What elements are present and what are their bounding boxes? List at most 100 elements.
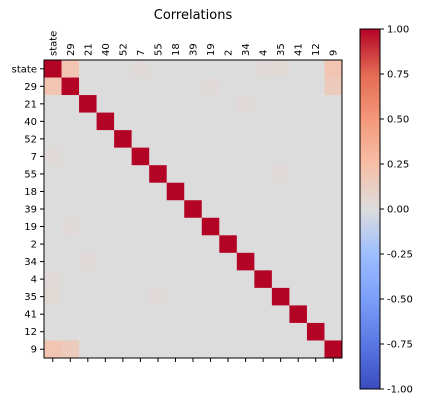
heatmap-cell [114, 60, 132, 78]
heatmap-cell [306, 252, 325, 271]
heatmap-cell [44, 130, 62, 148]
heatmap-cell [236, 287, 255, 306]
colorbar [359, 28, 381, 390]
heatmap-cell [149, 252, 168, 271]
heatmap-cell [201, 322, 220, 341]
heatmap-cell [324, 130, 343, 148]
heatmap-cell [219, 165, 238, 184]
heatmap-cell [131, 165, 150, 184]
heatmap-cell [271, 287, 290, 306]
heatmap-cell [219, 340, 238, 359]
heatmap-cell [236, 130, 255, 148]
heatmap-cell [149, 322, 168, 341]
heatmap-cell [149, 340, 168, 359]
heatmap-cell [324, 235, 343, 254]
heatmap-cell [61, 305, 80, 324]
heatmap-cell [306, 340, 325, 359]
heatmap-cell [96, 252, 115, 271]
heatmap-cell [44, 235, 62, 254]
heatmap-cell [306, 165, 325, 184]
y-tick-label: 2 [31, 240, 37, 251]
heatmap-cell [184, 322, 203, 341]
heatmap-cell [61, 77, 80, 96]
heatmap-cell [166, 130, 185, 148]
heatmap-cell [271, 112, 290, 131]
heatmap-cell [236, 217, 255, 236]
heatmap-cell [96, 60, 115, 78]
heatmap-cell [324, 182, 343, 201]
heatmap-cell [61, 340, 80, 359]
y-tick-label: 40 [24, 117, 37, 128]
heatmap-cell [306, 182, 325, 201]
heatmap-cell [96, 77, 115, 96]
y-tick-label: 18 [24, 187, 37, 198]
heatmap-cell [289, 235, 308, 254]
heatmap-cell [184, 235, 203, 254]
heatmap-cell [166, 165, 185, 184]
heatmap-cell [184, 287, 203, 306]
heatmap-cell [149, 182, 168, 201]
heatmap-cell [289, 147, 308, 166]
heatmap-cell [96, 112, 115, 131]
heatmap-cell [131, 60, 150, 78]
x-tick-label: 12 [311, 43, 322, 56]
x-tick-label: 7 [136, 50, 147, 56]
heatmap-cell [219, 252, 238, 271]
heatmap-cell [79, 235, 97, 254]
heatmap-cell [44, 182, 62, 201]
heatmap-cell [61, 60, 80, 78]
heatmap-cell [44, 60, 62, 78]
x-axis-top-labels: state 29 21 40 52 7 55 18 39 19 2 34 4 35 41 12 9 [48, 31, 339, 56]
heatmap-cell [254, 340, 273, 359]
heatmap-cell [131, 147, 150, 166]
heatmap-cell [289, 165, 308, 184]
heatmap-cell [79, 252, 97, 271]
heatmap-cell [254, 130, 273, 148]
heatmap-cell [114, 270, 132, 289]
heatmap-cell [61, 252, 80, 271]
heatmap-cell [79, 217, 97, 236]
y-tick-label: 4 [31, 275, 37, 286]
heatmap-cell [114, 305, 132, 324]
heatmap-cell [61, 270, 80, 289]
heatmap-cell [114, 322, 132, 341]
heatmap-cell [44, 77, 62, 96]
heatmap-cell [44, 147, 62, 166]
heatmap-cell [131, 340, 150, 359]
heatmap-cell [184, 182, 203, 201]
heatmap-cell [184, 60, 203, 78]
heatmap-cell [114, 147, 132, 166]
heatmap-cell [166, 340, 185, 359]
heatmap-cell [114, 200, 132, 219]
heatmap-cell [114, 252, 132, 271]
heatmap-cell [149, 270, 168, 289]
heatmap-cell [131, 112, 150, 131]
heatmap-cell [79, 130, 97, 148]
heatmap-cell [201, 112, 220, 131]
heatmap-cell [96, 130, 115, 148]
heatmap-cell [44, 322, 62, 341]
heatmap-cell [131, 130, 150, 148]
heatmap-cell [184, 340, 203, 359]
heatmap-cell [254, 200, 273, 219]
y-tick-label: 35 [24, 292, 37, 303]
heatmap-cell [79, 270, 97, 289]
heatmap-cell [184, 77, 203, 96]
heatmap-cell [44, 112, 62, 131]
heatmap-cell [166, 112, 185, 131]
heatmap-cell [289, 95, 308, 113]
heatmap-cell [79, 165, 97, 184]
heatmap-cell [166, 182, 185, 201]
heatmap-cell [149, 165, 168, 184]
heatmap-cell [131, 77, 150, 96]
heatmap-cell [201, 200, 220, 219]
heatmap-cell [61, 217, 80, 236]
heatmap-cell [201, 287, 220, 306]
heatmap-cell [184, 305, 203, 324]
x-tick-label: 18 [171, 43, 182, 56]
heatmap-cell [254, 252, 273, 271]
heatmap-cell [236, 182, 255, 201]
heatmap-cell [149, 95, 168, 113]
heatmap-cell [219, 270, 238, 289]
